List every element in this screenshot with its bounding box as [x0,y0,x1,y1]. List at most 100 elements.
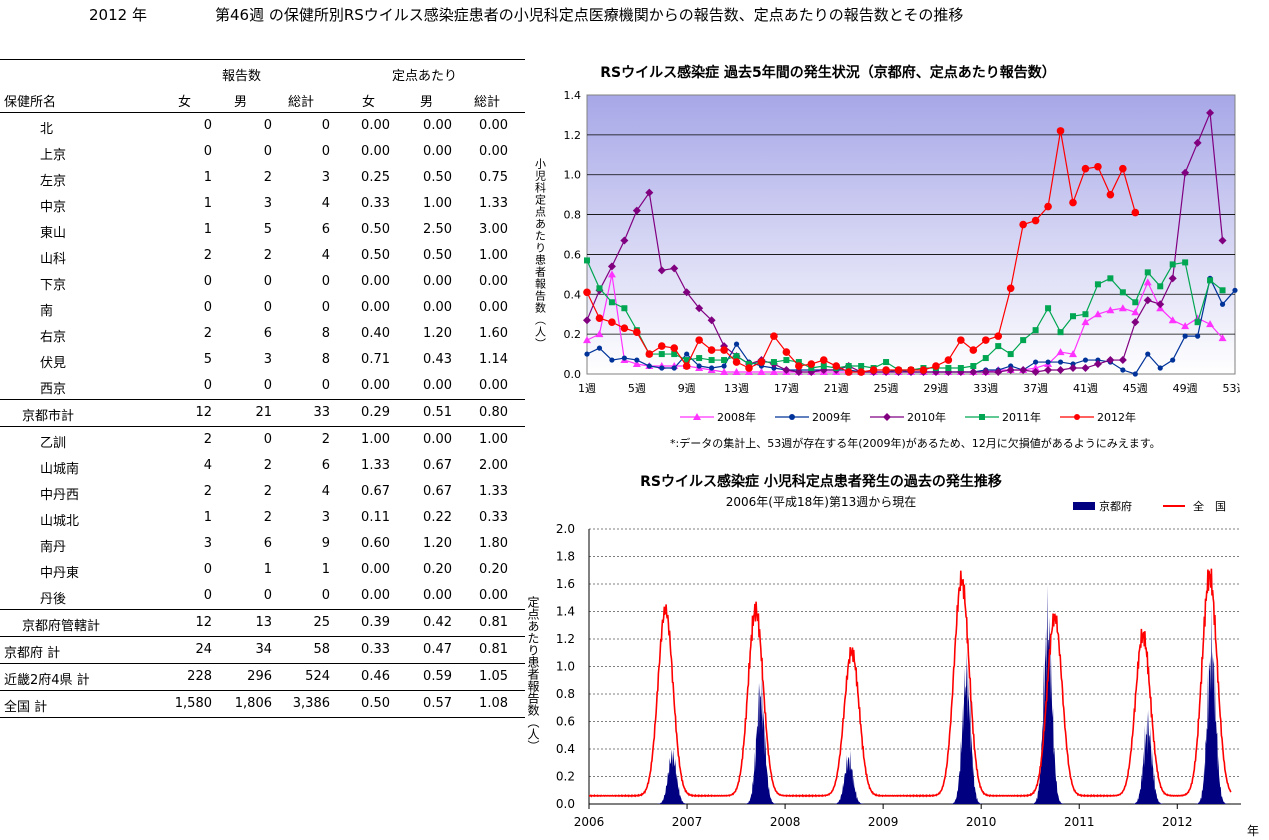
cell-pm: 0.59 [423,669,452,684]
chart1-point [795,362,803,370]
chart1-point [770,359,777,366]
chart1-point [621,305,628,312]
chart1-point [882,366,890,374]
chart1-xtick: 45週 [1123,382,1148,395]
chart1-point [1119,164,1127,173]
group-report-count: 報告数 [222,69,262,84]
cell-t: 4 [321,484,330,499]
cell-name: 伏見 [40,356,67,371]
cell-f: 4 [203,458,212,473]
chart1-point [1056,127,1065,135]
chart1-point [609,357,615,363]
chart2-title: RSウイルス感染症 小児科定点患者発生の過去の発生推移 [640,473,1002,490]
cell-pm: 0.00 [423,300,452,315]
chart1-point [981,368,990,377]
chart1-point [721,363,727,369]
cell-m: 2 [263,458,272,473]
cell-pf: 0.46 [361,669,390,684]
cell-pf: 0.00 [361,378,390,393]
chart1-point [1182,333,1188,339]
cell-pf: 0.50 [361,248,390,263]
chart1-point [645,188,654,197]
chart1-point [994,368,1003,377]
cell-pm: 0.00 [423,144,452,159]
cell-pt: 1.33 [479,484,508,499]
chart1-point [632,360,641,368]
chart1-point [1168,316,1177,324]
table-row: 東山 1 5 6 0.50 2.50 3.00 [0,217,525,243]
chart1-xtick: 37週 [1023,382,1048,395]
cell-pf: 1.33 [361,458,390,473]
chart2-ytick: 0.2 [556,770,575,784]
cell-pf: 0.00 [361,300,390,315]
chart1-legend-item: 2008年 [680,410,756,424]
chart2-ytick: 1.6 [556,577,575,591]
chart1-point [819,356,828,364]
chart1-point [733,341,740,347]
chart1-point [684,351,690,357]
chart2-xtick: 2007 [672,815,703,829]
cell-m: 0 [263,300,272,315]
history-chart: RSウイルス感染症 小児科定点患者発生の過去の発生推移 2006年(平成18年)… [526,473,1259,838]
cell-name: 北 [40,122,54,137]
chart1-point [1168,274,1177,283]
table-row: 右京 2 6 8 0.40 1.20 1.60 [0,321,525,347]
chart1-point [645,350,654,358]
cell-pm: 0.00 [423,274,452,289]
chart1-ytick: 0.8 [564,209,582,222]
cell-pm: 0.22 [423,510,452,525]
cell-pm: 0.67 [423,484,452,499]
chart1-point [1006,284,1015,293]
chart1-point [671,365,677,371]
chart2-xtick: 2009 [868,815,899,829]
chart1-point [608,299,615,306]
cell-f: 1 [203,170,212,185]
cell-pm: 0.00 [423,378,452,393]
cell-t: 0 [321,144,330,159]
chart1-point [845,363,852,370]
chart1-point [1131,318,1140,327]
chart1-point [632,206,641,215]
chart1-background [586,94,1236,375]
cell-f: 24 [195,642,212,657]
chart2-xlabel: 年 [1247,824,1259,838]
cell-pf: 0.00 [361,144,390,159]
chart1-point [1144,269,1151,276]
chart1-point [907,366,915,374]
chart2-ytick: 2.0 [556,522,575,536]
chart1-point [1143,278,1152,286]
cell-pm: 0.00 [423,588,452,603]
cell-name: 中丹西 [40,488,80,503]
cell-f: 2 [203,432,212,447]
chart1-point [732,368,741,376]
cell-name: 京都府 計 [4,646,61,661]
cell-pf: 0.39 [361,615,390,630]
chart1-xtick: 1週 [578,382,596,395]
cell-f: 0 [203,588,212,603]
chart1-point [782,366,791,375]
chart1-point [584,351,590,357]
chart1-xtick: 17週 [774,382,799,395]
chart2-ytick: 0.8 [556,687,575,701]
table-row: 北 0 0 0 0.00 0.00 0.00 [0,113,525,139]
cell-f: 0 [203,562,212,577]
cell-f: 0 [203,118,212,133]
chart1-point [1170,357,1176,363]
chart1-point [1081,364,1090,373]
cell-name: 南丹 [40,540,67,555]
chart1-point [1120,367,1126,373]
cell-pm: 0.50 [423,248,452,263]
chart1-point [869,366,878,374]
cell-f: 1 [203,222,212,237]
chart1-point [696,363,702,369]
cell-name: 丹後 [40,592,67,607]
cell-t: 4 [321,196,330,211]
cell-f: 1 [203,196,212,211]
chart1-point [746,361,752,368]
col-total-header: 総計 [288,95,315,110]
cell-name: 中京 [40,200,67,215]
chart1-point [1219,301,1226,307]
chart1-point [769,368,778,376]
cell-pf: 0.11 [361,510,390,525]
chart2-legend-item: 京都府 [1073,499,1132,513]
